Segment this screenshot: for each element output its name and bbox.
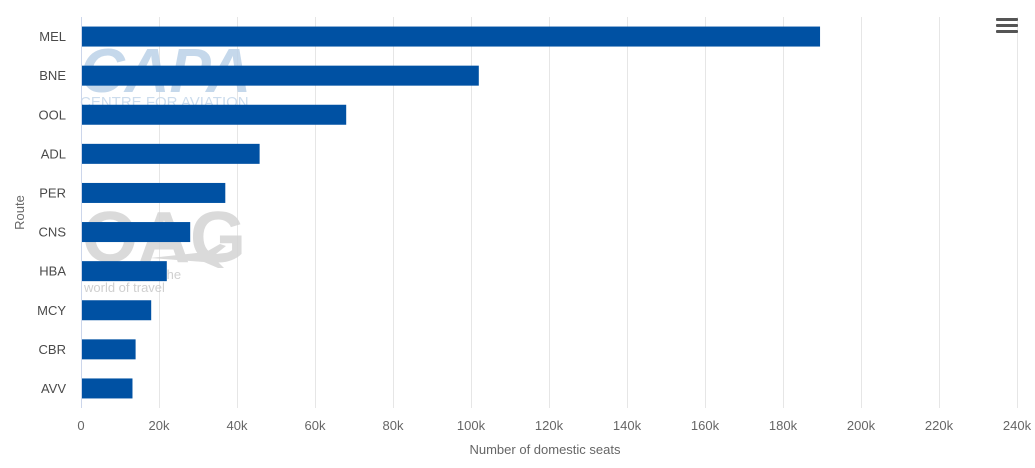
menu-bar-1 xyxy=(996,18,1018,21)
y-axis-title: Route xyxy=(12,195,27,230)
x-tick-labels: 0 20k 40k 60k 80k 100k 120k 140k 160k 180k 200k 220… xyxy=(77,418,1031,433)
category-label: CBR xyxy=(39,342,66,357)
category-labels: MEL BNE OOL ADL PER CNS HBA MCY CBR AVV xyxy=(37,29,66,396)
category-label: OOL xyxy=(39,107,66,122)
x-tick-label: 160k xyxy=(691,418,720,433)
x-tick-label: 0 xyxy=(77,418,84,433)
x-tick-label: 100k xyxy=(457,418,486,433)
x-tick-label: 180k xyxy=(769,418,798,433)
menu-bar-3 xyxy=(996,30,1018,33)
bars xyxy=(81,26,821,399)
category-label: MEL xyxy=(39,29,66,44)
bar-cns[interactable] xyxy=(81,222,191,243)
x-axis-title: Number of domestic seats xyxy=(469,442,621,457)
x-tick-label: 40k xyxy=(227,418,248,433)
bar-avv[interactable] xyxy=(81,378,133,399)
hamburger-menu-icon[interactable] xyxy=(996,18,1018,36)
x-tick-label: 80k xyxy=(383,418,404,433)
x-tick-label: 120k xyxy=(535,418,564,433)
watermark-plane-icon xyxy=(150,244,234,268)
bar-bne[interactable] xyxy=(81,65,479,86)
x-tick-label: 240k xyxy=(1003,418,1032,433)
category-label: BNE xyxy=(39,68,66,83)
bar-cbr[interactable] xyxy=(81,339,136,360)
watermark-tagline-2: world of travel xyxy=(83,280,165,295)
bar-ool[interactable] xyxy=(81,104,347,125)
x-tick-label: 140k xyxy=(613,418,642,433)
category-label: PER xyxy=(39,185,66,200)
watermark-tagline-1: the xyxy=(163,267,181,282)
category-label: MCY xyxy=(37,303,66,318)
category-label: AVV xyxy=(41,381,66,396)
bar-hba[interactable] xyxy=(81,261,167,282)
category-label: ADL xyxy=(41,146,66,161)
category-label: CNS xyxy=(39,225,67,240)
bar-adl[interactable] xyxy=(81,143,260,164)
bar-mel[interactable] xyxy=(81,26,821,47)
category-label: HBA xyxy=(39,264,66,279)
menu-bar-2 xyxy=(996,24,1018,27)
x-tick-label: 200k xyxy=(847,418,876,433)
x-tick-label: 20k xyxy=(149,418,170,433)
bar-mcy[interactable] xyxy=(81,300,152,321)
bar-per[interactable] xyxy=(81,182,226,203)
x-tick-label: 60k xyxy=(305,418,326,433)
x-tick-label: 220k xyxy=(925,418,954,433)
